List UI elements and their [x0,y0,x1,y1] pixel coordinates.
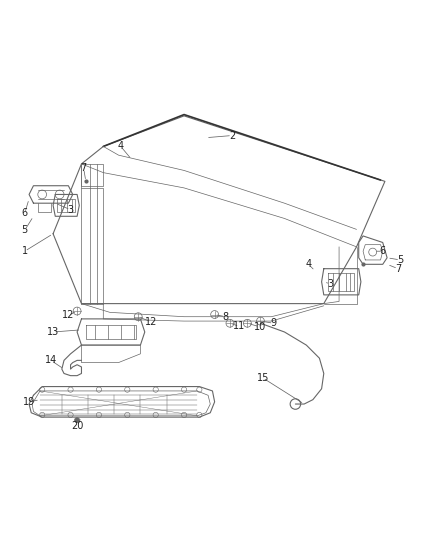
Text: 3: 3 [67,205,74,215]
Text: 5: 5 [397,255,403,265]
Text: 4: 4 [305,260,311,269]
Text: 14: 14 [45,356,57,365]
Text: 6: 6 [380,246,386,256]
Text: 8: 8 [223,312,229,322]
Text: 10: 10 [254,322,266,332]
Text: 2: 2 [229,131,235,141]
Text: 5: 5 [21,225,28,235]
Text: 6: 6 [21,208,28,218]
Text: 1: 1 [21,246,28,256]
Text: 20: 20 [71,421,83,431]
Text: 4: 4 [118,141,124,151]
Text: 12: 12 [145,317,158,327]
Text: 13: 13 [47,327,59,337]
Text: 12: 12 [62,310,74,320]
Text: 7: 7 [395,264,401,273]
Text: 19: 19 [23,397,35,407]
Circle shape [74,417,80,423]
Text: 11: 11 [233,321,246,332]
Text: 15: 15 [257,373,269,383]
Text: 7: 7 [81,163,87,173]
Text: 9: 9 [271,318,277,328]
Text: 3: 3 [327,279,333,289]
